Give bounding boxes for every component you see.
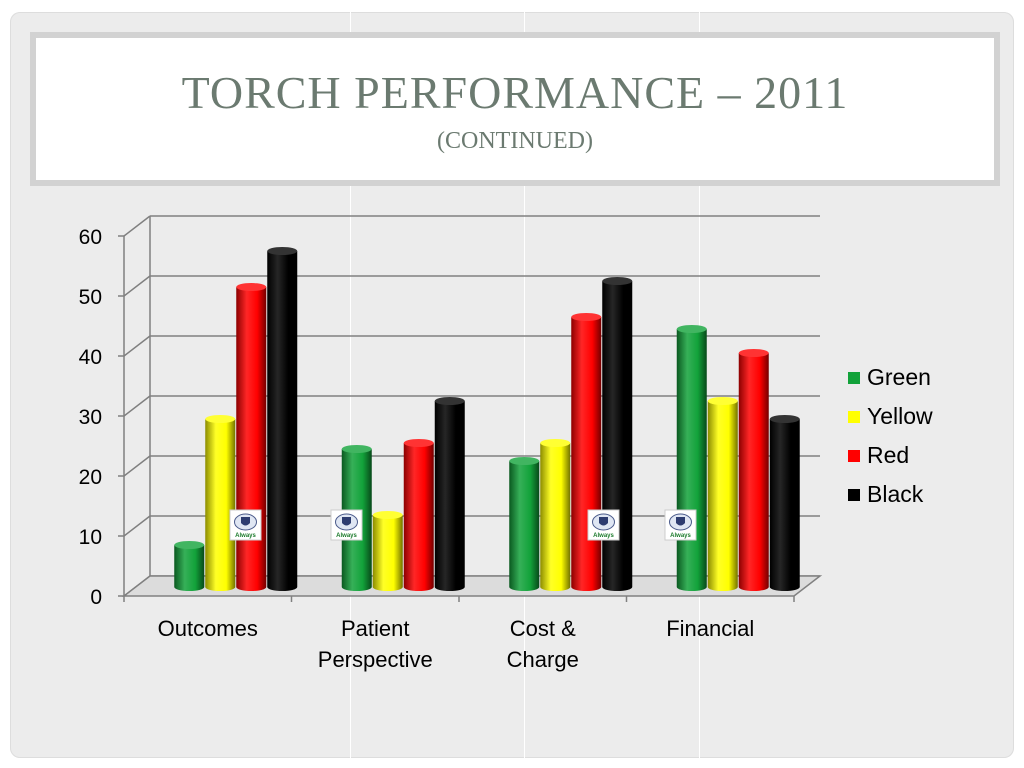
x-tick-label: Outcomes bbox=[158, 616, 258, 641]
svg-text:Always: Always bbox=[336, 533, 357, 539]
always-shield-badge-icon: Always bbox=[587, 509, 620, 541]
bar-red-1 bbox=[236, 283, 267, 591]
x-tick-label: Financial bbox=[666, 616, 754, 641]
legend-label: Red bbox=[867, 442, 910, 468]
bar-green-1 bbox=[174, 541, 205, 591]
slide-title: TORCH PERFORMANCE – 2011 bbox=[181, 67, 849, 118]
legend-swatch-yellow bbox=[848, 410, 860, 423]
bar-black-3 bbox=[602, 277, 633, 591]
gridline-side bbox=[123, 515, 151, 537]
background-line bbox=[524, 12, 525, 758]
legend-swatch-black bbox=[848, 488, 860, 501]
chart-legend: Green Yellow Red Black bbox=[848, 358, 933, 514]
legend-label: Black bbox=[867, 481, 924, 507]
svg-text:Always: Always bbox=[235, 533, 256, 539]
legend-swatch-red bbox=[848, 449, 860, 462]
y-tick-label: 20 bbox=[79, 466, 102, 489]
legend-label: Yellow bbox=[867, 403, 933, 429]
bar-green-4 bbox=[676, 325, 707, 591]
slide-subtitle: (CONTINUED) bbox=[437, 128, 593, 154]
background-line bbox=[350, 12, 351, 758]
y-tick-label: 30 bbox=[79, 406, 102, 429]
bar-yellow-4 bbox=[707, 397, 738, 591]
gridline-side bbox=[123, 455, 151, 477]
legend-item-green: Green bbox=[848, 358, 933, 397]
chart-floor bbox=[121, 575, 823, 597]
gridline-side bbox=[123, 275, 151, 297]
x-tick-label: Cost & Charge bbox=[507, 616, 579, 672]
bar-black-4 bbox=[769, 415, 800, 591]
always-shield-badge-icon: Always bbox=[330, 509, 363, 541]
gridline-side bbox=[123, 215, 151, 237]
legend-swatch-green bbox=[848, 371, 860, 384]
bar-red-2 bbox=[403, 439, 434, 591]
bar-red-3 bbox=[571, 313, 602, 591]
legend-item-black: Black bbox=[848, 475, 933, 514]
legend-label: Green bbox=[867, 364, 931, 390]
bar-yellow-3 bbox=[540, 439, 571, 591]
gridline-side bbox=[123, 335, 151, 357]
bar-black-1 bbox=[267, 247, 298, 591]
bar-black-2 bbox=[434, 397, 465, 591]
legend-item-yellow: Yellow bbox=[848, 397, 933, 436]
x-tick-label: Patient Perspective bbox=[318, 616, 433, 672]
y-tick-label: 10 bbox=[79, 526, 102, 549]
y-tick-label: 40 bbox=[79, 346, 102, 369]
bar-yellow-1 bbox=[205, 415, 236, 591]
svg-text:Always: Always bbox=[670, 533, 691, 539]
gridline-side bbox=[123, 395, 151, 417]
svg-text:Always: Always bbox=[593, 533, 614, 539]
always-shield-badge-icon: Always bbox=[229, 509, 262, 541]
bar-red-4 bbox=[738, 349, 769, 591]
always-shield-badge-icon: Always bbox=[664, 509, 697, 541]
title-box: TORCH PERFORMANCE – 2011 (CONTINUED) bbox=[30, 32, 1000, 186]
bar-yellow-2 bbox=[372, 511, 403, 591]
legend-item-red: Red bbox=[848, 436, 933, 475]
y-tick-label: 60 bbox=[79, 226, 102, 249]
y-tick-label: 0 bbox=[90, 586, 102, 609]
bar-green-3 bbox=[509, 457, 540, 591]
y-tick-label: 50 bbox=[79, 286, 102, 309]
